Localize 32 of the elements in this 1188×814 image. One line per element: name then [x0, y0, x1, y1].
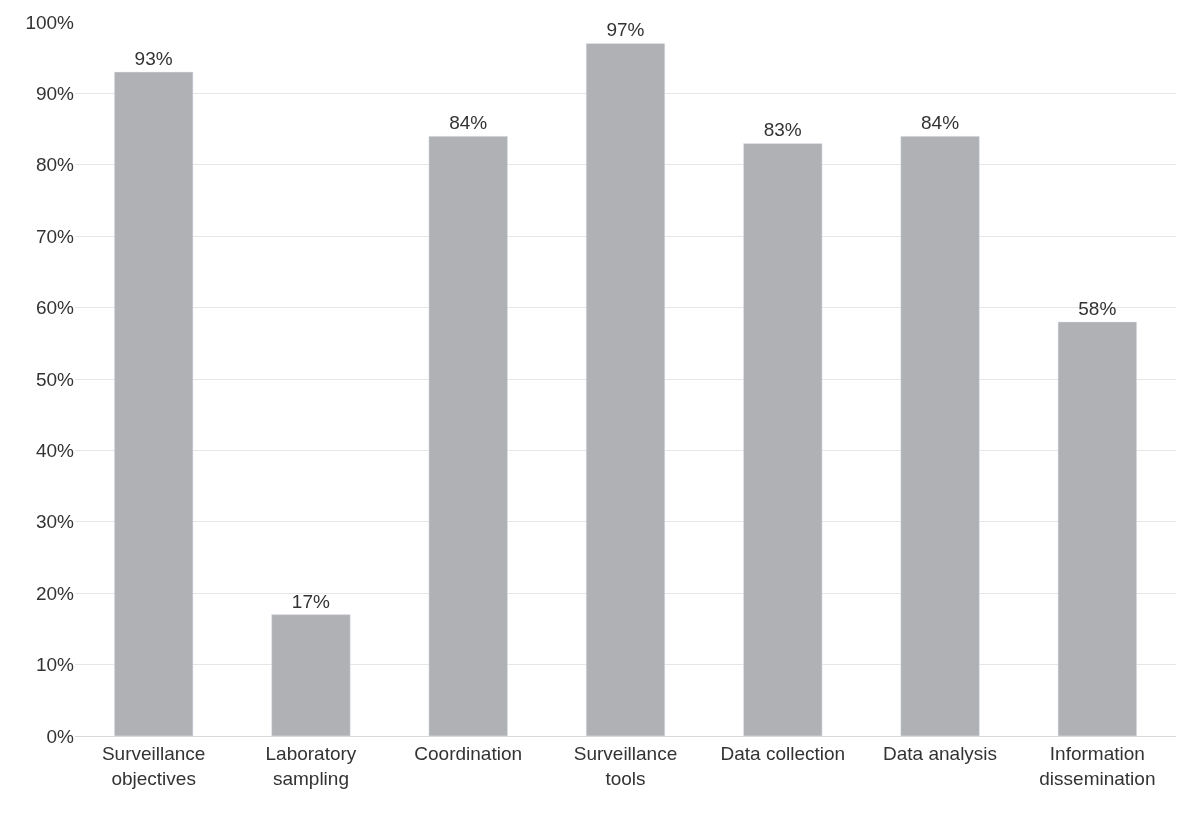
bar: [114, 71, 194, 736]
x-tick-label: Data collection: [720, 742, 846, 764]
y-tick-label: 70%: [35, 225, 75, 247]
y-tick-label: 80%: [35, 154, 75, 176]
bar: [900, 135, 980, 736]
bar: [743, 143, 823, 736]
y-tick-label: 20%: [35, 582, 75, 604]
y-tick-label: 90%: [35, 83, 75, 105]
y-tick-label: 40%: [35, 440, 75, 462]
data-label: 93%: [134, 47, 173, 69]
data-label: 58%: [1078, 297, 1117, 319]
x-tick-label: Information dissemination: [1039, 742, 1156, 789]
data-label: 97%: [606, 19, 645, 41]
data-label: 83%: [763, 119, 802, 141]
bar: [428, 135, 508, 736]
x-tick-label: Coordination: [414, 742, 523, 764]
y-tick-label: 100%: [25, 11, 75, 33]
y-tick-label: 10%: [35, 654, 75, 676]
data-label: 84%: [921, 112, 960, 134]
data-label: 17%: [291, 590, 330, 612]
bar: [271, 614, 351, 736]
bar: [1057, 321, 1137, 736]
y-tick-label: 30%: [35, 511, 75, 533]
y-tick-label: 0%: [46, 725, 75, 747]
data-label: 84%: [449, 112, 488, 134]
y-tick-label: 50%: [35, 368, 75, 390]
x-tick-label: Data analysis: [883, 742, 998, 764]
x-tick-label: Laboratory sampling: [265, 742, 357, 789]
y-tick-label: 60%: [35, 297, 75, 319]
x-tick-label: Surveillance tools: [573, 742, 678, 789]
x-tick-label: Surveillance objectives: [101, 742, 206, 789]
bar: [585, 43, 666, 736]
